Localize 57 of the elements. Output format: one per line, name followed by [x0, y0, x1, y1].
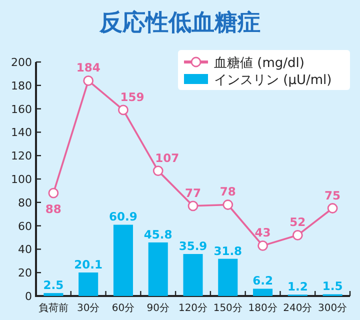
y-tick-label: 0 — [25, 290, 32, 303]
bar — [218, 258, 238, 296]
bar — [78, 272, 98, 296]
y-tick-label: 200 — [11, 56, 32, 69]
x-tick-label: 負荷前 — [38, 302, 68, 314]
y-tick-label: 100 — [11, 173, 32, 186]
data-label: 88 — [45, 202, 62, 216]
x-tick-label: 150分 — [213, 302, 242, 314]
legend-label: 血糖値 (mg/dl) — [214, 56, 304, 71]
y-tick-label: 20 — [18, 266, 32, 280]
data-label: 1.5 — [322, 279, 343, 294]
data-label: 45.8 — [144, 227, 172, 242]
bar — [253, 288, 273, 296]
data-label: 78 — [220, 184, 236, 199]
data-label: 60.9 — [109, 210, 138, 224]
bar — [44, 293, 64, 296]
x-tick-label: 30分 — [76, 302, 100, 314]
data-label: 107 — [155, 150, 180, 165]
point — [118, 104, 128, 116]
bar — [113, 224, 133, 296]
data-label: 77 — [184, 186, 202, 200]
data-label: 1.2 — [287, 280, 308, 294]
x-tick-label: 120分 — [178, 302, 208, 314]
data-label: 6.2 — [252, 274, 273, 288]
data-label: 2.5 — [43, 278, 64, 292]
bar — [148, 242, 168, 296]
x-tick-label: 240分 — [283, 302, 312, 314]
data-label: 75 — [324, 188, 341, 202]
data-label: 52 — [290, 215, 306, 230]
bar — [183, 254, 203, 296]
y-tick-label: 120 — [11, 150, 32, 163]
y-tick-label: 180 — [11, 79, 32, 92]
y-tick-label: 140 — [11, 126, 32, 140]
data-label: 35.9 — [178, 238, 208, 253]
y-tick-label: 60 — [18, 220, 32, 233]
point — [188, 200, 198, 212]
y-tick-label: 80 — [18, 196, 32, 210]
x-tick-label: 90分 — [146, 302, 170, 314]
point — [83, 76, 94, 86]
data-label: 43 — [254, 226, 271, 240]
data-label: 20.1 — [74, 257, 103, 272]
point — [327, 203, 338, 214]
data-label: 184 — [76, 60, 100, 75]
y-tick-label: 40 — [18, 243, 32, 256]
legend-label: インスリン (μU/ml) — [214, 73, 332, 88]
y-tick-label: 160 — [11, 102, 32, 116]
point — [48, 188, 59, 198]
chart-title: 反応性低血糖症 — [98, 9, 260, 36]
point — [258, 240, 268, 251]
point — [222, 200, 234, 210]
data-label: 159 — [120, 90, 144, 104]
x-tick-label: 180分 — [248, 302, 278, 314]
data-label: 31.8 — [214, 244, 242, 258]
point — [152, 166, 164, 176]
point — [292, 230, 303, 240]
x-tick-label: 300分 — [318, 302, 348, 314]
x-tick-label: 60分 — [112, 302, 135, 314]
